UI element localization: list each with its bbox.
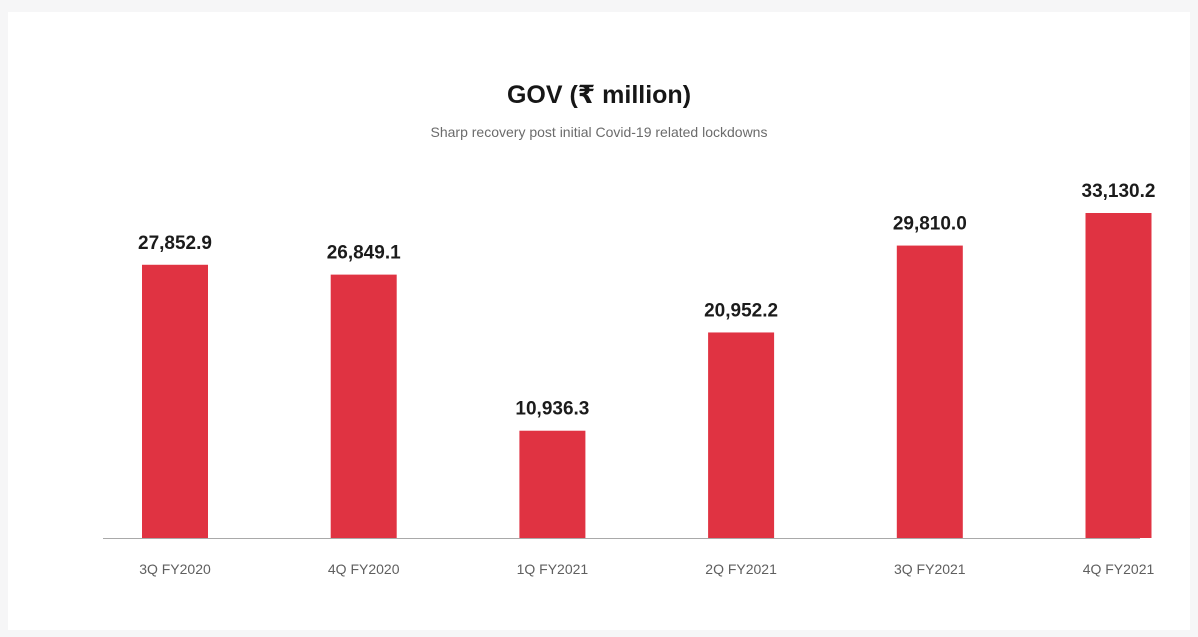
bar-value-label-3: 20,952.2 [704, 300, 778, 321]
value-labels-layer: 27,852.9 26,849.1 10,936.3 20,952.2 29,810.0… [138, 181, 1155, 420]
bar-4 [896, 245, 963, 538]
x-tick-label-0: 3Q FY2020 [139, 561, 211, 577]
x-tick-labels-layer: 3Q FY2020 4Q FY2020 1Q FY2021 2Q FY2021 3Q F… [139, 561, 1154, 577]
bars-layer [142, 213, 1152, 538]
bar-3 [708, 332, 775, 538]
x-tick-label-2: 1Q FY2021 [517, 561, 589, 577]
x-tick-label-5: 4Q FY2021 [1083, 561, 1155, 577]
bar-value-label-1: 26,849.1 [327, 243, 401, 264]
chart-title: GOV (₹ million) [506, 81, 692, 109]
x-tick-label-3: 2Q FY2021 [705, 561, 777, 577]
bar-2 [519, 430, 586, 538]
chart-subtitle: Sharp recovery post initial Covid-19 rel… [430, 124, 768, 140]
bar-1 [330, 274, 397, 538]
bar-value-label-0: 27,852.9 [138, 233, 212, 254]
bar-value-label-4: 29,810.0 [893, 214, 967, 235]
bar-value-label-5: 33,130.2 [1082, 181, 1156, 202]
bar-0 [142, 264, 208, 538]
bar-value-label-2: 10,936.3 [515, 399, 589, 420]
x-tick-label-1: 4Q FY2020 [328, 561, 400, 577]
bar-5 [1085, 213, 1152, 538]
x-tick-label-4: 3Q FY2021 [894, 561, 966, 577]
